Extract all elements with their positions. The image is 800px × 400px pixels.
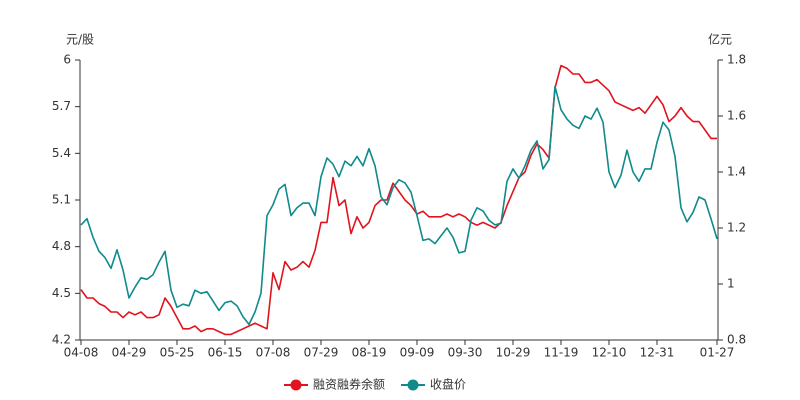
x-tick-label: 10-29 (496, 346, 531, 360)
legend-label: 收盘价 (430, 377, 466, 392)
x-tick-label: 04-29 (112, 346, 147, 360)
y-tick-label: 6 (63, 53, 71, 67)
y2-tick-label: 1.2 (727, 221, 746, 235)
x-tick-label: 08-19 (352, 346, 387, 360)
y-tick-label: 4.2 (52, 333, 71, 347)
x-tick-label: 04-08 (64, 346, 99, 360)
x-tick-label: 09-09 (400, 346, 435, 360)
y-tick-label: 4.8 (52, 239, 71, 253)
y-tick-label: 5.7 (52, 99, 71, 113)
x-tick-label: 07-08 (256, 346, 291, 360)
series-line (80, 85, 718, 326)
y2-tick-label: 1 (727, 277, 735, 291)
y-tick-label: 4.5 (52, 286, 71, 300)
y2-tick-label: 1.8 (727, 53, 746, 67)
y2-tick-label: 0.8 (727, 333, 746, 347)
x-tick-label: 05-25 (160, 346, 195, 360)
y2-tick-label: 1.6 (727, 109, 746, 123)
legend-marker (290, 379, 302, 391)
series-line (80, 64, 717, 336)
y-tick-label: 5.4 (52, 146, 71, 160)
x-tick-label: 12-31 (640, 346, 675, 360)
x-tick-label: 12-10 (592, 346, 627, 360)
y-axis-unit: 元/股 (66, 33, 94, 47)
legend-label: 融资融券余额 (313, 377, 385, 392)
x-tick-label: 07-29 (304, 346, 339, 360)
legend-marker (407, 379, 419, 391)
y2-axis-unit: 亿元 (708, 32, 732, 47)
y2-tick-label: 1.4 (727, 165, 746, 179)
x-tick-label: 01-27 (700, 346, 735, 360)
x-tick-label: 06-15 (208, 346, 243, 360)
x-tick-label: 09-30 (448, 346, 483, 360)
y-tick-label: 5.1 (52, 193, 71, 207)
x-tick-label: 11-19 (544, 346, 579, 360)
